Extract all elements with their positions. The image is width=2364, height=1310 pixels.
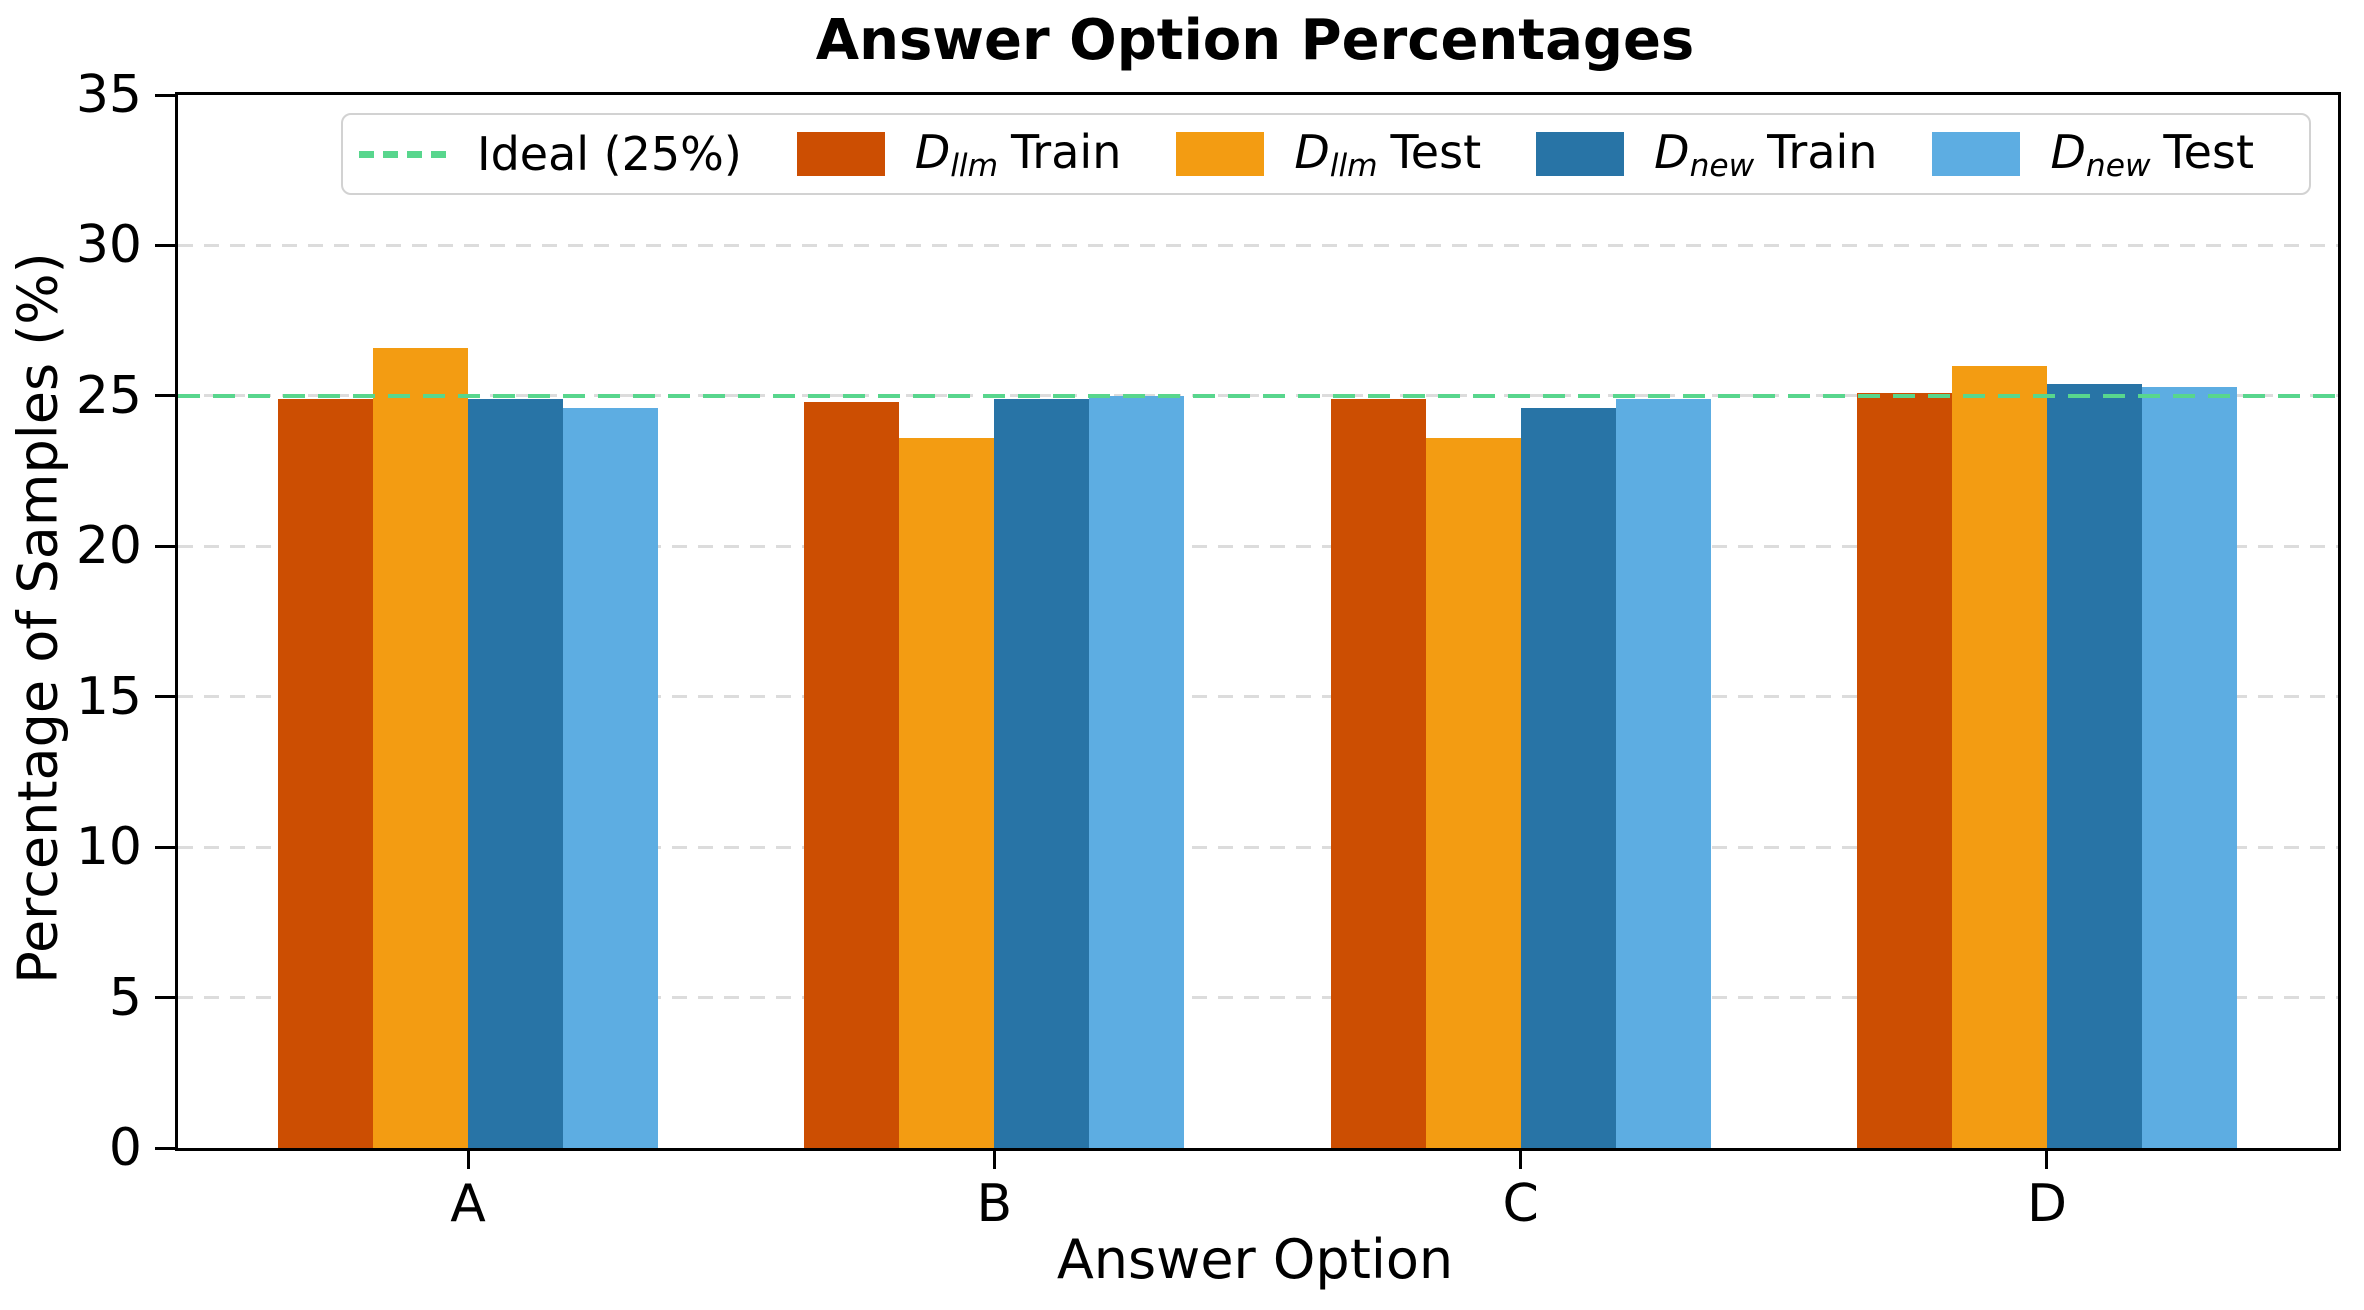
y-tick-label-20: 20 xyxy=(75,516,142,577)
y-tick-label-5: 5 xyxy=(108,967,142,1028)
x-tick-label-C: C xyxy=(1502,1174,1539,1234)
y-tick-label-0: 0 xyxy=(108,1118,142,1178)
y-tick-20 xyxy=(155,544,175,548)
y-tick-label-15: 15 xyxy=(75,666,142,727)
bar-d_llm-test-C xyxy=(1425,437,1521,1148)
y-tick-35 xyxy=(155,93,175,97)
x-tick-label-A: A xyxy=(450,1174,486,1234)
x-tick-B xyxy=(992,1148,996,1169)
legend-item-dnew-test: Dnew Test xyxy=(1932,124,2254,184)
legend-item-ideal: Ideal (25%) xyxy=(359,127,742,181)
y-tick-5 xyxy=(155,996,175,1000)
bar-d_llm-train-B xyxy=(804,401,900,1148)
gridline-5 xyxy=(178,996,2338,1000)
legend-item-dllm-train: Dllm Train xyxy=(796,124,1122,184)
bar-d_new-train-B xyxy=(994,398,1090,1148)
plot-area: 0 5 10 15 20 25 30 35 A B C D xyxy=(76,65,2341,1234)
chart-title: Answer Option Percentages xyxy=(815,8,1695,73)
bar-d_new-test-C xyxy=(1615,398,1711,1148)
ideal-reference-line xyxy=(178,393,2338,398)
color-swatch-dnew-train xyxy=(1536,132,1625,176)
x-axis-label: Answer Option xyxy=(1056,1228,1454,1291)
bar-d_llm-train-C xyxy=(1330,398,1426,1148)
bar-d_llm-test-B xyxy=(899,437,995,1148)
legend-label-dnew-train: Dnew Train xyxy=(1654,124,1878,184)
y-tick-30 xyxy=(155,243,175,247)
bar-d_new-train-C xyxy=(1520,407,1616,1148)
bar-d_new-test-B xyxy=(1089,395,1185,1148)
x-tick-label-D: D xyxy=(2026,1174,2068,1234)
color-swatch-dllm-test xyxy=(1176,132,1265,176)
y-tick-15 xyxy=(155,695,175,699)
legend-label-dllm-test: Dllm Test xyxy=(1294,124,1482,184)
color-swatch-dllm-train xyxy=(796,132,885,176)
x-tick-D xyxy=(2045,1148,2049,1169)
y-tick-label-25: 25 xyxy=(75,365,142,426)
bar-d_llm-test-D xyxy=(1951,365,2047,1148)
legend-label-dnew-test: Dnew Test xyxy=(2050,124,2254,184)
legend-label-ideal: Ideal (25%) xyxy=(477,127,742,181)
legend-item-dllm-test: Dllm Test xyxy=(1176,124,1482,184)
x-tick-C xyxy=(1519,1148,1523,1169)
bar-d_llm-train-D xyxy=(1856,392,1952,1148)
bar-d_new-train-A xyxy=(468,398,563,1148)
bar-d_llm-train-A xyxy=(278,398,373,1148)
y-axis-label: Percentage of Samples (%) xyxy=(6,252,70,984)
gridline-30 xyxy=(178,243,2338,247)
legend-item-dnew-train: Dnew Train xyxy=(1536,124,1878,184)
y-tick-0 xyxy=(155,1146,175,1150)
legend-label-dllm-train: Dllm Train xyxy=(914,124,1122,184)
color-swatch-dnew-test xyxy=(1932,132,2021,176)
y-tick-label-30: 30 xyxy=(75,215,142,276)
bar-d_new-test-D xyxy=(2141,386,2237,1148)
y-tick-25 xyxy=(155,394,175,398)
bar-d_new-test-A xyxy=(563,407,658,1148)
dashed-line-swatch xyxy=(359,150,447,158)
legend: Ideal (25%) Dllm Train Dllm Test Dnew Train… xyxy=(341,113,2311,195)
y-tick-label-10: 10 xyxy=(75,817,142,878)
y-tick-10 xyxy=(155,845,175,849)
x-tick-label-B: B xyxy=(976,1174,1013,1234)
gridline-15 xyxy=(178,695,2338,699)
y-tick-label-35: 35 xyxy=(75,65,142,125)
gridline-10 xyxy=(178,845,2338,849)
gridline-20 xyxy=(178,544,2338,548)
bar-d_llm-test-A xyxy=(373,347,468,1148)
x-tick-A xyxy=(466,1148,470,1169)
bar-d_new-train-D xyxy=(2046,383,2142,1148)
